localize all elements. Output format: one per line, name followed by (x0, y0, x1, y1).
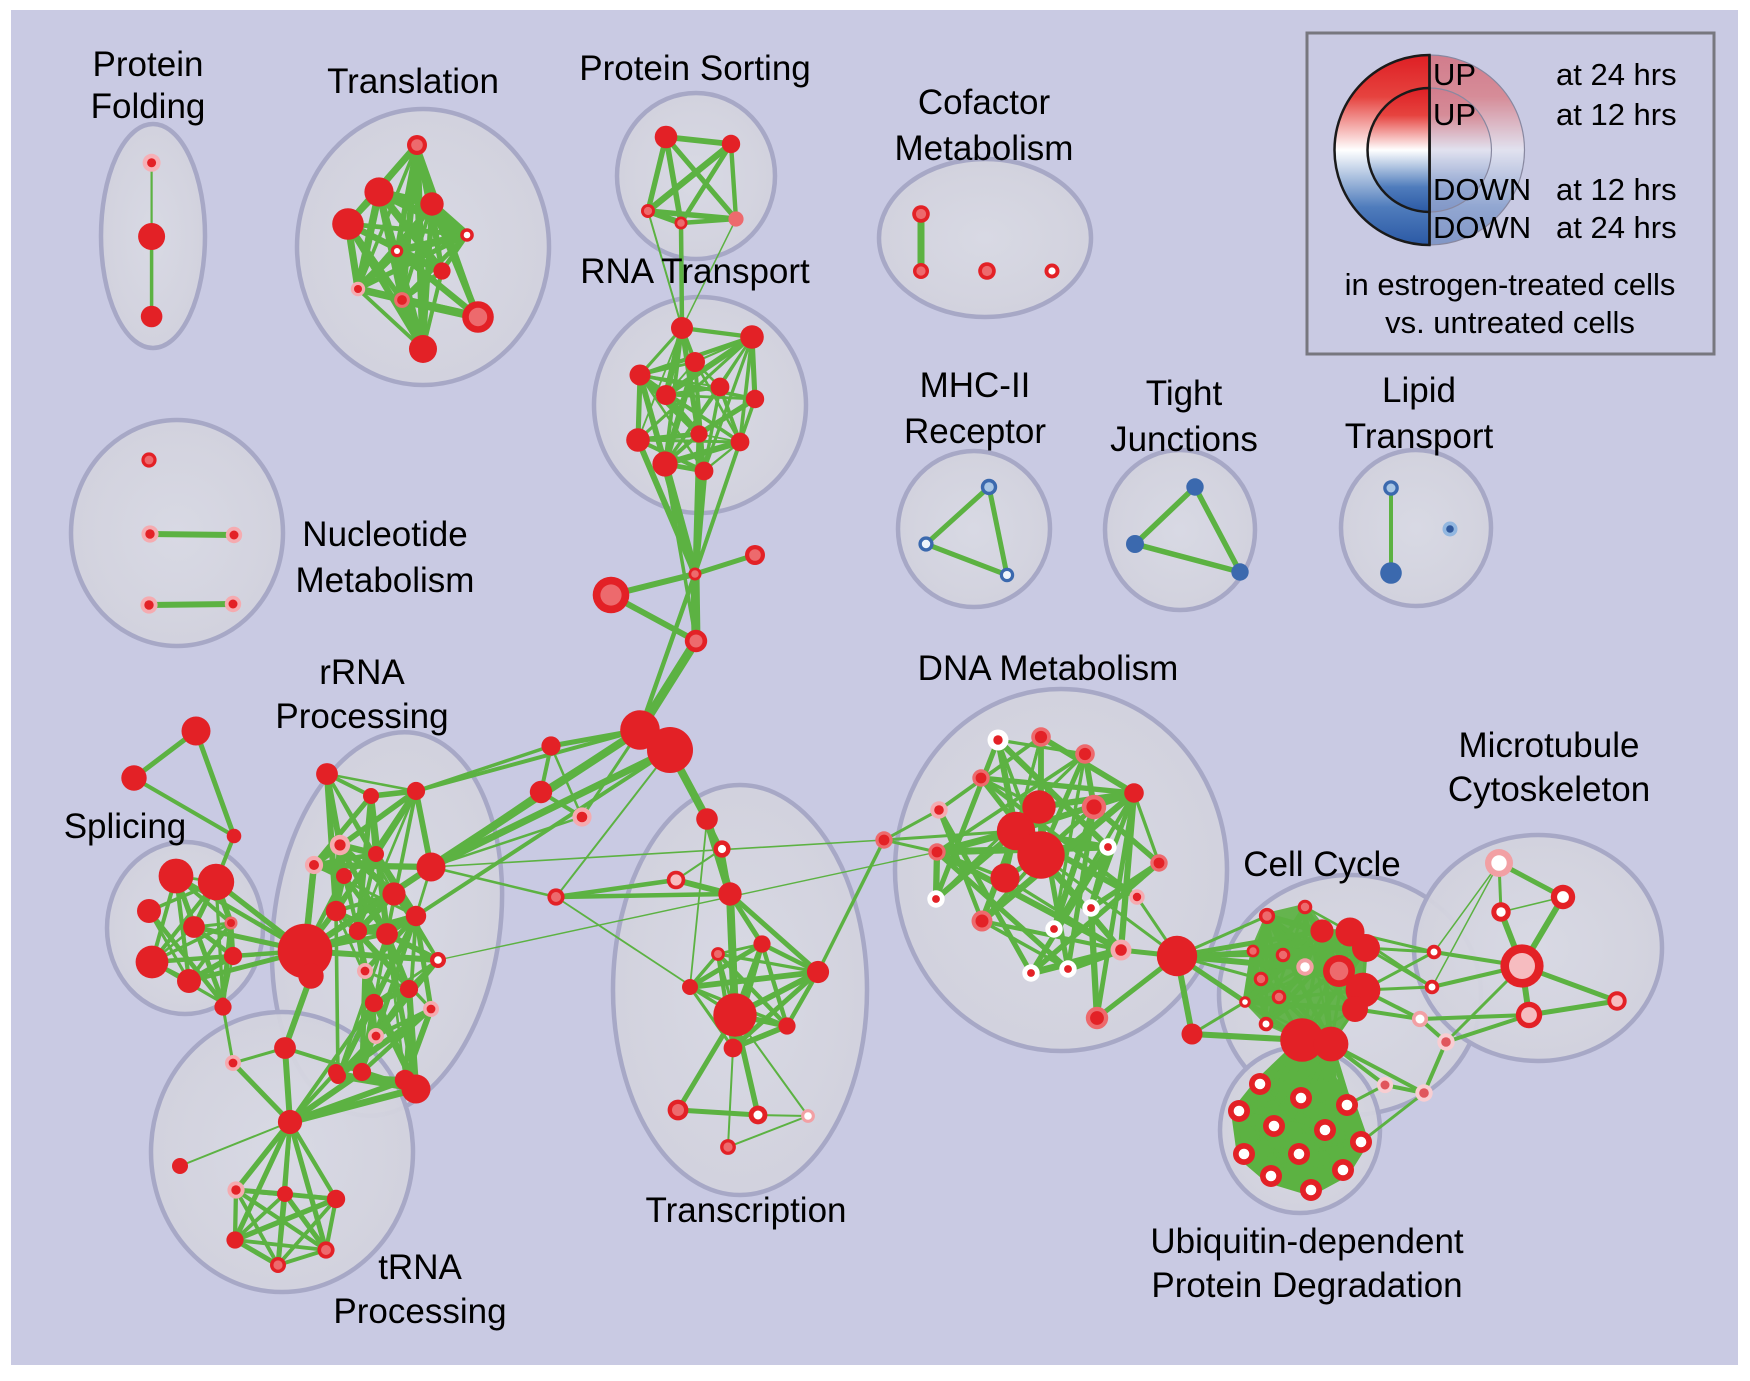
svg-text:tRNA: tRNA (378, 1248, 462, 1287)
svg-text:Protein Sorting: Protein Sorting (579, 49, 811, 88)
svg-text:Ubiquitin-dependent: Ubiquitin-dependent (1150, 1222, 1464, 1261)
svg-text:MHC-II: MHC-II (920, 366, 1031, 405)
svg-text:Metabolism: Metabolism (296, 561, 475, 600)
svg-text:Junctions: Junctions (1110, 420, 1258, 459)
svg-text:Transcription: Transcription (646, 1191, 847, 1230)
svg-text:DOWN: DOWN (1433, 172, 1531, 207)
svg-text:at 12 hrs: at 12 hrs (1556, 172, 1677, 207)
svg-text:at 12 hrs: at 12 hrs (1556, 97, 1677, 132)
svg-text:Microtubule: Microtubule (1459, 726, 1640, 765)
svg-text:Folding: Folding (91, 87, 206, 126)
svg-text:UP: UP (1433, 57, 1476, 92)
svg-text:RNA Transport: RNA Transport (580, 252, 810, 291)
svg-text:DNA Metabolism: DNA Metabolism (918, 649, 1179, 688)
svg-text:Protein: Protein (93, 45, 204, 84)
svg-text:rRNA: rRNA (319, 653, 405, 692)
svg-text:Receptor: Receptor (904, 412, 1046, 451)
svg-text:Splicing: Splicing (64, 807, 187, 846)
svg-text:Protein Degradation: Protein Degradation (1151, 1266, 1462, 1305)
svg-text:Metabolism: Metabolism (895, 129, 1074, 168)
svg-text:UP: UP (1433, 97, 1476, 132)
svg-text:Nucleotide: Nucleotide (302, 515, 467, 554)
svg-text:Processing: Processing (333, 1292, 506, 1331)
svg-text:vs. untreated cells: vs. untreated cells (1385, 305, 1635, 340)
svg-text:Cofactor: Cofactor (918, 83, 1051, 122)
svg-text:at 24 hrs: at 24 hrs (1556, 210, 1677, 245)
svg-text:Tight: Tight (1146, 374, 1223, 413)
svg-text:at 24 hrs: at 24 hrs (1556, 57, 1677, 92)
svg-text:DOWN: DOWN (1433, 210, 1531, 245)
svg-text:Transport: Transport (1345, 417, 1494, 456)
svg-text:Cell Cycle: Cell Cycle (1243, 845, 1401, 884)
svg-text:Lipid: Lipid (1382, 371, 1456, 410)
svg-text:Translation: Translation (327, 62, 499, 101)
svg-text:Cytoskeleton: Cytoskeleton (1448, 770, 1650, 809)
svg-text:Processing: Processing (275, 697, 448, 736)
svg-text:in estrogen-treated cells: in estrogen-treated cells (1345, 267, 1676, 302)
